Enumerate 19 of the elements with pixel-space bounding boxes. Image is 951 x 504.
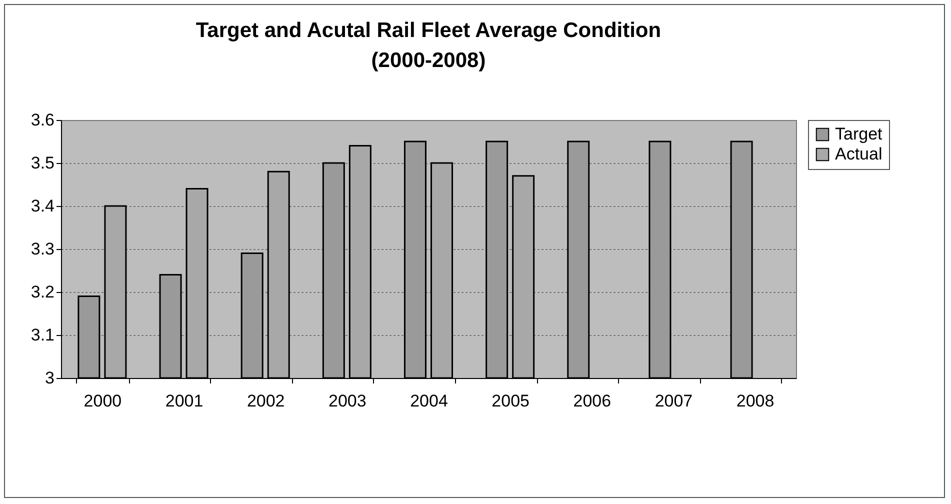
x-tick-label: 2007 [654, 392, 693, 410]
legend-label: Actual [835, 144, 882, 164]
y-tick-label: 3.6 [30, 110, 54, 130]
legend-label: Target [835, 124, 883, 144]
y-tick-label: 3.1 [30, 326, 54, 344]
y-tick-label: 3.3 [30, 240, 54, 258]
y-tick-label: 3 [45, 368, 54, 388]
y-tick-label: 3.4 [30, 196, 54, 216]
x-tick-label: 2004 [410, 392, 448, 410]
x-tick-label: 2006 [573, 392, 612, 410]
y-tick-label: 3.5 [30, 154, 54, 172]
x-tick-label: 2000 [84, 392, 122, 410]
chart-title: Target and Acutal Rail Fleet Average Condition (2000-2008) [196, 19, 662, 72]
x-tick-label: 2002 [246, 392, 285, 410]
x-tick-label: 2005 [492, 392, 530, 410]
x-tick-label: 2008 [736, 392, 774, 410]
y-tick-label: 3.2 [30, 282, 54, 302]
x-tick-label: 2003 [328, 392, 366, 410]
x-tick-label: 2001 [165, 392, 204, 410]
